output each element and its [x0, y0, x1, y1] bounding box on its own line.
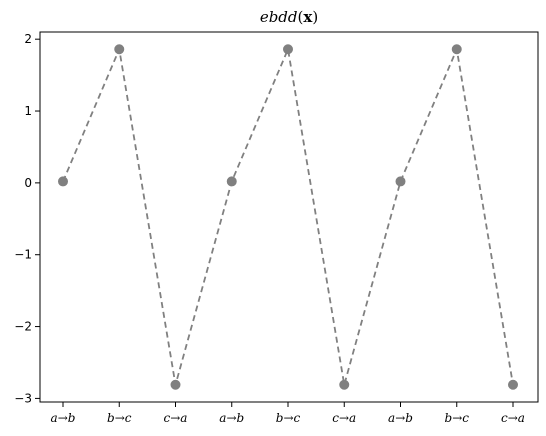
data-point — [226, 176, 237, 187]
data-point — [451, 44, 462, 55]
x-tick-label: a→b — [388, 411, 413, 425]
data-point — [170, 379, 181, 390]
x-tick-label: a→b — [51, 411, 76, 425]
y-tick-label: −3 — [14, 391, 32, 405]
x-tick-label: c→a — [164, 411, 188, 425]
data-point — [58, 176, 68, 187]
x-tick-label: b→c — [276, 411, 301, 425]
x-tick-label: c→a — [501, 411, 525, 425]
x-tick-label: b→c — [107, 411, 132, 425]
y-tick-label: −2 — [14, 320, 32, 334]
y-tick-label: 1 — [24, 104, 32, 118]
data-point — [114, 44, 125, 55]
y-tick-label: 0 — [24, 176, 32, 190]
series-line — [62, 48, 514, 386]
chart-title: ebdd(x) — [260, 8, 318, 26]
y-tick-label: −1 — [14, 248, 32, 262]
x-tick-label: b→c — [445, 411, 470, 425]
x-tick-label: a→b — [219, 411, 244, 425]
data-point — [339, 379, 350, 390]
x-tick-label: c→a — [332, 411, 356, 425]
plot-frame — [39, 31, 539, 403]
data-point — [283, 44, 293, 55]
y-tick-label: 2 — [24, 32, 32, 46]
data-point — [508, 379, 518, 390]
data-point — [395, 176, 406, 187]
